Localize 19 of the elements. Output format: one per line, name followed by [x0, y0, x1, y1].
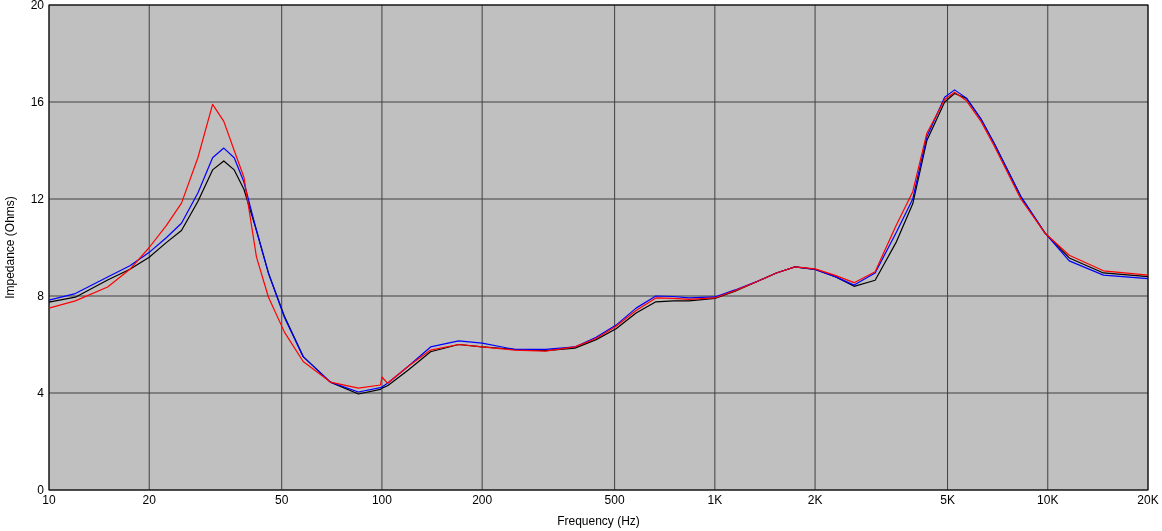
- x-tick-label: 2K: [807, 493, 823, 507]
- x-tick-label: 20K: [1137, 493, 1159, 507]
- y-tick-label: 0: [37, 483, 45, 497]
- y-tick-label: 8: [37, 289, 45, 303]
- x-axis-title: Frequency (Hz): [557, 514, 640, 528]
- y-tick-label: 12: [30, 192, 45, 206]
- x-tick-label: 500: [604, 493, 625, 507]
- x-tick-label: 1K: [707, 493, 723, 507]
- y-tick-label: 16: [30, 95, 45, 109]
- x-tick-label: 50: [275, 493, 289, 507]
- x-tick-label: 10K: [1037, 493, 1059, 507]
- y-tick-label: 20: [30, 0, 45, 12]
- x-tick-label: 5K: [940, 493, 955, 507]
- y-axis-title: Impedance (Ohms): [3, 196, 17, 299]
- y-tick-label: 4: [37, 386, 45, 400]
- x-tick-label: 20: [142, 493, 157, 507]
- x-tick-label: 200: [472, 493, 493, 507]
- x-tick-label: 10: [42, 493, 56, 507]
- x-tick-label: 100: [371, 493, 393, 507]
